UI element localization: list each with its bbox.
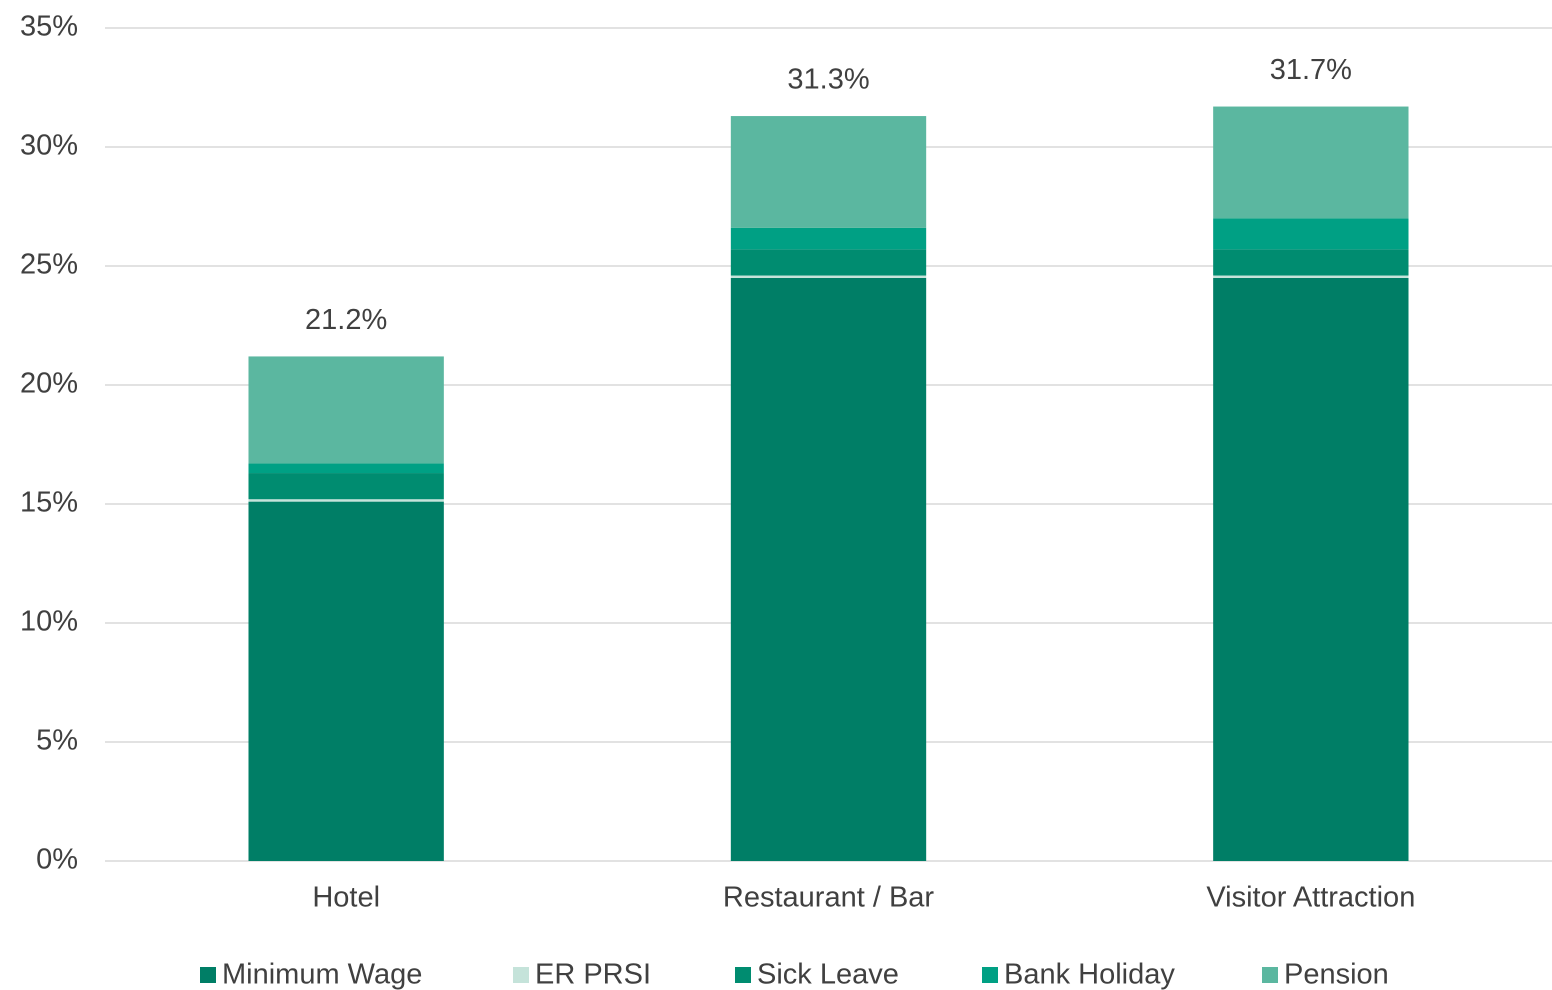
legend-swatch <box>982 967 998 983</box>
bar-segment <box>1213 275 1409 278</box>
bar-segment <box>730 249 927 276</box>
y-tick-label: 25% <box>20 249 78 281</box>
bar-segment <box>248 463 444 474</box>
bar-segment <box>730 116 927 228</box>
legend-swatch <box>735 967 751 983</box>
bar-segment <box>1213 249 1409 276</box>
total-label: 31.3% <box>787 64 869 96</box>
bar-segment <box>730 275 927 278</box>
x-tick-label: Hotel <box>312 882 380 914</box>
bar-segment <box>1213 106 1409 219</box>
bar-segment <box>248 356 444 464</box>
bar-segment <box>1213 218 1409 250</box>
y-tick-label: 0% <box>36 844 78 876</box>
bar-segment <box>248 501 444 861</box>
x-tick-label: Visitor Attraction <box>1206 882 1415 914</box>
bar-segment <box>730 227 927 250</box>
total-label: 31.7% <box>1270 54 1352 86</box>
y-tick-label: 35% <box>20 11 78 43</box>
total-label: 21.2% <box>305 304 387 336</box>
legend-label: Sick Leave <box>757 959 899 990</box>
legend-label: Bank Holiday <box>1004 959 1175 990</box>
legend-swatch <box>1262 967 1278 983</box>
y-tick-label: 15% <box>20 487 78 519</box>
bar-segment <box>730 277 927 861</box>
legend-label: Minimum Wage <box>222 959 422 990</box>
bar-segment <box>1213 277 1409 861</box>
legend-label: ER PRSI <box>535 959 651 990</box>
y-tick-label: 20% <box>20 368 78 400</box>
x-tick-label: Restaurant / Bar <box>723 882 934 914</box>
legend-swatch <box>200 967 216 983</box>
legend-label: Pension <box>1284 959 1389 990</box>
y-tick-label: 10% <box>20 606 78 638</box>
bar-segment <box>248 473 444 500</box>
legend-swatch <box>513 967 529 983</box>
y-tick-label: 5% <box>36 725 78 757</box>
y-tick-label: 30% <box>20 130 78 162</box>
bar-segment <box>248 499 444 502</box>
